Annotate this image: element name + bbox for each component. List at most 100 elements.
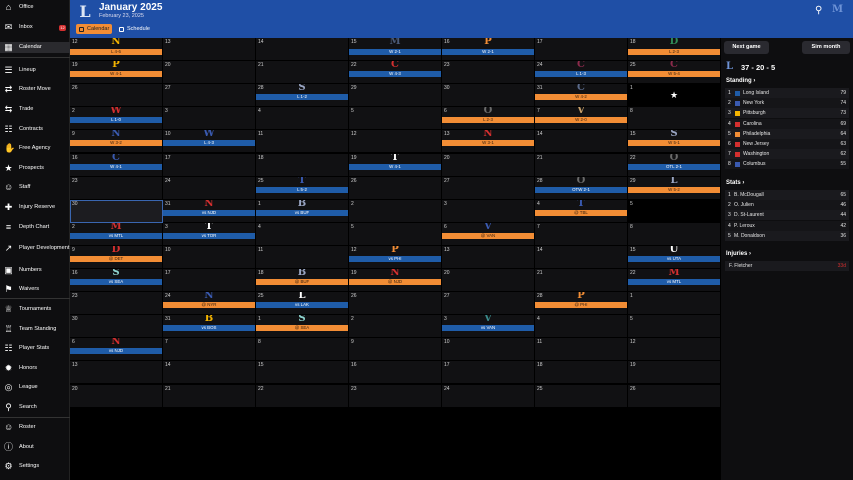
calendar-day[interactable]: 5: [628, 315, 721, 339]
calendar-day[interactable]: 24 C L 1-3: [535, 61, 628, 85]
game-result[interactable]: W 4-2: [535, 94, 627, 101]
game-result[interactable]: L 1-2: [256, 94, 348, 101]
game-result[interactable]: vs NJD: [163, 209, 255, 216]
game-result[interactable]: W 5-1: [628, 140, 720, 147]
sidebar-item-office[interactable]: ⌂ Office: [0, 2, 70, 13]
game-result[interactable]: vs SEA: [70, 279, 162, 285]
sidebar-item-inbox[interactable]: ✉ Inbox 12: [0, 22, 70, 33]
injuries-title[interactable]: Injuries ›: [726, 251, 752, 257]
sidebar-item-about[interactable]: ⓘ About: [0, 442, 70, 453]
standing-row[interactable]: 1 Long Island 79: [725, 88, 849, 98]
sidebar-item-waivers[interactable]: ⚑ Waivers: [0, 284, 70, 295]
calendar-day[interactable]: 26: [628, 384, 721, 408]
sidebar-item-roster[interactable]: ☺ Roster: [0, 422, 70, 433]
sidebar-item-contracts[interactable]: ☷ Contracts: [0, 124, 70, 135]
stats-row[interactable]: 5 M. Donaldson 36: [725, 230, 849, 241]
calendar-day[interactable]: 26: [349, 176, 442, 200]
calendar-day[interactable]: 13: [70, 361, 163, 385]
calendar-day[interactable]: 6 V @ VAN: [442, 222, 535, 246]
sidebar-item-settings[interactable]: ⚙ Settings: [0, 461, 70, 472]
sidebar-item-team-standing[interactable]: ♖ Team Standing: [0, 324, 70, 335]
calendar-day[interactable]: 4: [256, 222, 349, 246]
sidebar-item-staff[interactable]: ☺ Staff: [0, 182, 70, 193]
calendar-day[interactable]: 9: [349, 338, 442, 362]
game-result[interactable]: W 4-1: [70, 163, 162, 170]
calendar-day[interactable]: 13: [163, 38, 256, 61]
game-result[interactable]: @ PHI: [535, 302, 627, 309]
calendar-day[interactable]: 12: [628, 338, 721, 362]
calendar-day[interactable]: 20: [442, 269, 535, 292]
calendar-day[interactable]: 29 L W 5-2: [628, 176, 721, 200]
game-result[interactable]: vs BUF: [256, 209, 348, 216]
calendar-day[interactable]: 26: [349, 292, 442, 316]
next-game-button[interactable]: Next game: [724, 41, 769, 54]
calendar-day[interactable]: 11: [256, 130, 349, 154]
calendar-day[interactable]: 1 S @ SEA: [256, 315, 349, 339]
game-result[interactable]: vs LAK: [256, 302, 348, 309]
game-result[interactable]: @ SEA: [256, 325, 348, 332]
standing-row[interactable]: 6 New Jersey 63: [725, 139, 849, 149]
calendar-day[interactable]: 21: [256, 61, 349, 85]
calendar-day[interactable]: 29: [349, 84, 442, 108]
calendar-day[interactable]: 16 C W 4-1: [70, 153, 163, 177]
game-result[interactable]: L 1-0: [70, 117, 162, 124]
calendar-day[interactable]: 28 P @ PHI: [535, 292, 628, 316]
calendar-day[interactable]: 14: [256, 38, 349, 61]
calendar-day[interactable]: 3: [442, 199, 535, 223]
calendar-day[interactable]: 11: [535, 338, 628, 362]
calendar-day[interactable]: 16: [349, 361, 442, 385]
calendar-day[interactable]: 2: [349, 315, 442, 339]
sidebar-item-tournaments[interactable]: ♕ Tournaments: [0, 304, 70, 315]
calendar-day[interactable]: 15 M W 2-1: [349, 38, 442, 61]
game-result[interactable]: vs MTL: [628, 279, 720, 285]
calendar-day[interactable]: 24 N @ NYR: [163, 292, 256, 316]
game-result[interactable]: vs NJD: [70, 348, 162, 355]
calendar-day[interactable]: 25 C W 5-4: [628, 61, 721, 85]
calendar-day[interactable]: 30: [442, 84, 535, 108]
game-result[interactable]: L 2-3: [442, 117, 534, 124]
calendar-day[interactable]: 21: [535, 269, 628, 292]
calendar-day[interactable]: 22 C W 4-3: [349, 61, 442, 85]
calendar-day[interactable]: 10: [442, 338, 535, 362]
sidebar-item-league[interactable]: ◎ League: [0, 382, 70, 393]
sidebar-item-calendar[interactable]: ▦ Calendar: [0, 42, 70, 53]
calendar-day[interactable]: 4: [256, 107, 349, 131]
game-result[interactable]: W 4-3: [349, 71, 441, 78]
sidebar-item-player-stats[interactable]: ☷ Player Stats: [0, 343, 70, 354]
calendar-day[interactable]: 10 W L 4-3: [163, 130, 256, 154]
calendar-day[interactable]: 9 D @ DET: [70, 245, 163, 269]
calendar-day[interactable]: 23: [70, 176, 163, 200]
calendar-day[interactable]: 28 S L 1-2: [256, 84, 349, 108]
calendar-day[interactable]: 21: [163, 384, 256, 408]
sidebar-item-lineup[interactable]: ☰ Lineup: [0, 65, 70, 76]
standing-row[interactable]: 2 New York 74: [725, 98, 849, 109]
calendar-day[interactable]: 17: [442, 361, 535, 385]
calendar-day[interactable]: 24: [163, 176, 256, 200]
calendar-day[interactable]: 27: [163, 84, 256, 108]
sidebar-item-search[interactable]: ⚲ Search: [0, 402, 70, 413]
calendar-day[interactable]: 18 D L 2-3: [628, 38, 721, 61]
calendar-day[interactable]: 8: [256, 338, 349, 362]
calendar-day[interactable]: 5: [349, 222, 442, 246]
calendar-day[interactable]: 17: [535, 38, 628, 61]
sidebar-item-depth-chart[interactable]: ≡ Depth Chart: [0, 222, 70, 233]
search-icon[interactable]: ⚲: [815, 5, 823, 16]
sidebar-item-roster-move[interactable]: ⇄ Roster Move: [0, 84, 70, 95]
game-result[interactable]: W 4-1: [70, 71, 162, 78]
calendar-day[interactable]: 2: [349, 199, 442, 223]
sidebar-item-trade[interactable]: ⇆ Trade: [0, 104, 70, 115]
game-result[interactable]: vs MTL: [70, 232, 162, 239]
game-result[interactable]: W 2-0: [535, 117, 627, 124]
game-result[interactable]: @ VAN: [442, 232, 534, 239]
game-result[interactable]: @ BUF: [256, 279, 348, 285]
standing-row[interactable]: 7 Washington 62: [725, 149, 849, 160]
calendar-day[interactable]: 14: [163, 361, 256, 385]
sidebar-item-numbers[interactable]: ▣ Numbers: [0, 265, 70, 276]
